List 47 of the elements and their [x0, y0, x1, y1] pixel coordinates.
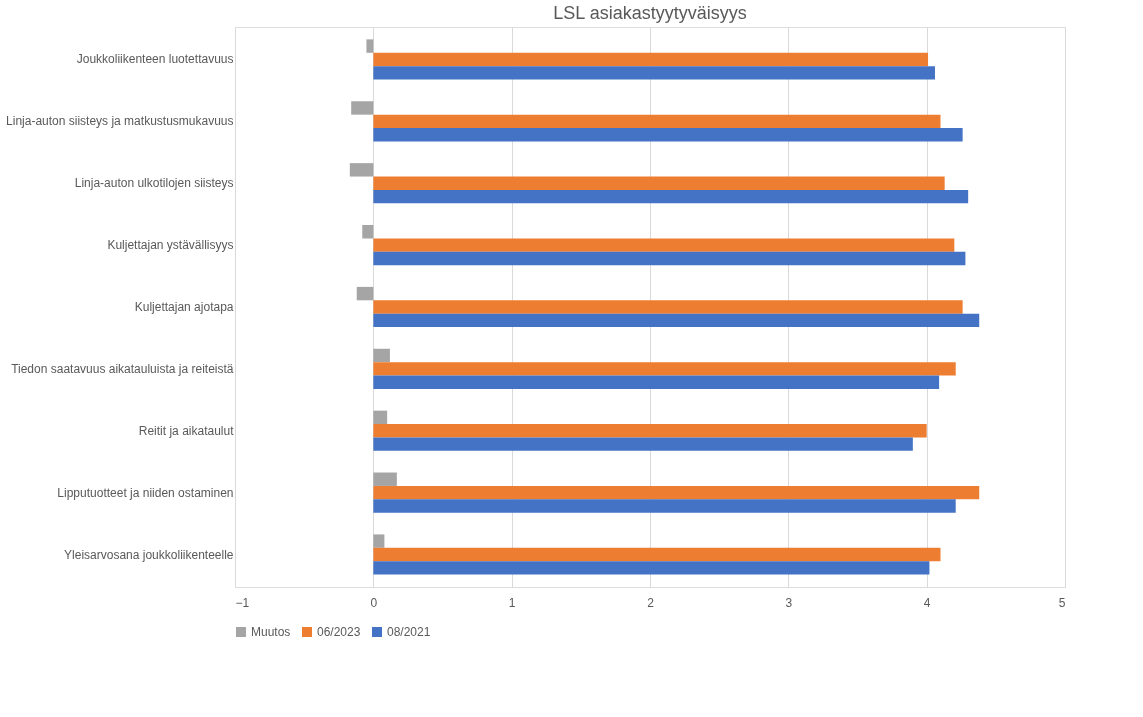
- y-tick-label: Linja-auton siisteys ja matkustusmukavuus: [6, 114, 234, 129]
- bar: [366, 39, 374, 53]
- legend-label: Muutos: [251, 625, 291, 639]
- bar: [362, 225, 374, 239]
- y-tick-label: Yleisarvosana joukkoliikenteelle: [64, 547, 234, 562]
- y-tick-label: Kuljettajan ajotapa: [134, 300, 234, 314]
- x-tick-label: 0: [370, 595, 378, 610]
- bar: [356, 286, 374, 301]
- bar: [373, 189, 969, 204]
- bar: [373, 472, 397, 486]
- bar: [373, 485, 980, 500]
- bar: [373, 52, 929, 67]
- x-tick-label: 4: [923, 595, 931, 610]
- bar: [373, 348, 390, 363]
- y-tick-label: Tiedon saatavuus aikatauluista ja reiteistä: [11, 361, 234, 376]
- y-tick-label: Reitit ja aikataulut: [138, 423, 235, 438]
- bar: [373, 561, 930, 575]
- bar: [373, 251, 966, 266]
- bar: [373, 410, 388, 425]
- bar: [349, 163, 374, 177]
- y-tick-label: Joukkoliikenteen luotettavuus: [76, 52, 234, 67]
- x-tick-label: 5: [1058, 595, 1066, 610]
- x-tick-label: 2: [647, 595, 655, 610]
- x-tick-label: 1: [508, 595, 516, 610]
- x-tick-label: 3: [785, 595, 793, 610]
- bar: [373, 114, 941, 129]
- bar: [373, 534, 385, 548]
- bar: [373, 128, 963, 142]
- bar: [373, 375, 940, 389]
- x-tick-label: −1: [235, 595, 250, 610]
- y-tick-label: Linja-auton ulkotilojen siisteys: [74, 176, 234, 191]
- bar: [373, 176, 945, 190]
- bar: [373, 547, 941, 562]
- bar: [373, 424, 927, 438]
- y-tick-label: Lipputuotteet ja niiden ostaminen: [57, 485, 234, 500]
- bar: [373, 300, 963, 314]
- bar: [373, 238, 955, 252]
- chart-title: LSL asiakastyytyväisyys: [553, 3, 747, 23]
- bar: [373, 313, 980, 328]
- bar: [373, 362, 956, 376]
- legend-label: 06/2023: [317, 625, 361, 639]
- legend-label: 08/2021: [387, 625, 431, 639]
- bar: [373, 437, 913, 451]
- bar: [351, 101, 374, 115]
- y-tick-label: Kuljettajan ystävällisyys: [107, 238, 234, 253]
- bar: [373, 66, 935, 80]
- bar: [373, 499, 956, 513]
